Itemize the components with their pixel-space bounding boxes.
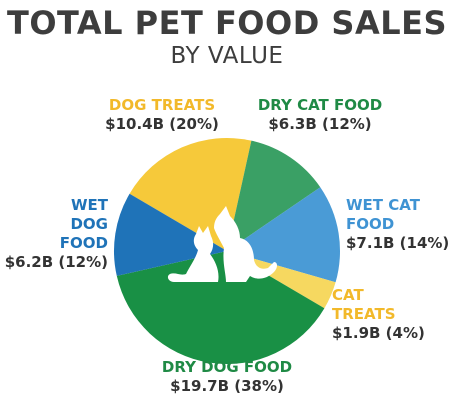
slice-label-wet-cat-food: WET CAT FOOD $7.1B (14%) <box>346 196 452 253</box>
slice-label-dry-cat-food: DRY CAT FOOD $6.3B (12%) <box>250 96 390 134</box>
slice-name: WET CAT FOOD <box>346 196 420 233</box>
slice-label-cat-treats: CAT TREATS $1.9B (4%) <box>332 286 442 343</box>
slice-name: CAT TREATS <box>332 286 396 323</box>
pie-slice-dry-cat-food <box>227 140 321 251</box>
slice-value: $10.4B (20%) <box>105 115 219 133</box>
slice-name: DRY DOG FOOD <box>161 358 293 376</box>
slice-label-wet-dog-food: WET DOG FOOD $6.2B (12%) <box>4 196 108 272</box>
cat-and-dog-silhouette-icon <box>167 206 277 282</box>
slice-name: WET DOG FOOD <box>59 196 108 252</box>
slice-label-dry-dog-food: DRY DOG FOOD $19.7B (38%) <box>140 358 314 396</box>
chart-title: TOTAL PET FOOD SALES <box>6 4 448 42</box>
slice-value: $7.1B (14%) <box>346 234 450 252</box>
slice-name: DOG TREATS <box>108 96 216 114</box>
slice-label-dog-treats: DOG TREATS $10.4B (20%) <box>92 96 232 134</box>
chart-subtitle: BY VALUE <box>170 43 284 69</box>
pie-slice-wet-cat-food <box>227 187 340 283</box>
slice-value: $19.7B (38%) <box>170 377 284 395</box>
slice-value: $1.9B (4%) <box>332 324 425 342</box>
slice-name: DRY CAT FOOD <box>257 96 383 114</box>
slice-value: $6.3B (12%) <box>268 115 372 133</box>
slice-value: $6.2B (12%) <box>4 253 108 271</box>
